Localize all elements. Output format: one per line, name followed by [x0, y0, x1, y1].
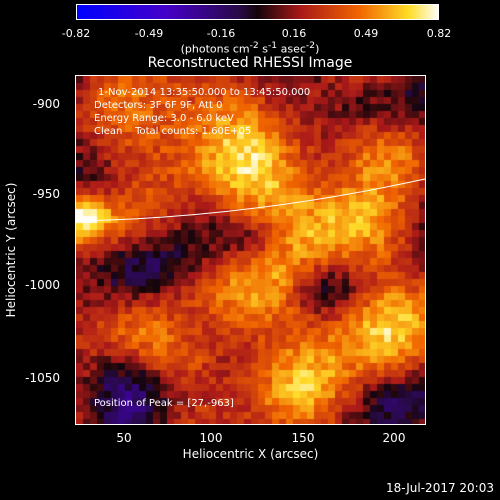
info-detectors: Detectors: 3F 6F 9F, Att 0: [94, 100, 223, 111]
y-tick-label: -1000: [25, 278, 60, 292]
info-time-range: 1-Nov-2014 13:35:50.000 to 13:45:50.000: [98, 87, 311, 98]
colorbar-tick: -0.82: [61, 27, 91, 40]
x-tick-label: 50: [116, 431, 132, 445]
x-axis-label: Heliocentric X (arcsec): [182, 447, 319, 461]
colorbar-tick: -0.16: [206, 27, 236, 40]
x-tick-label: 100: [199, 431, 223, 445]
colorbar-tick: 0.16: [281, 27, 307, 40]
info-energy-range: Energy Range: 3.0 - 6.0 keV: [94, 113, 234, 124]
x-tick-label: 200: [382, 431, 406, 445]
y-axis-label: Heliocentric Y (arcsec): [4, 182, 18, 318]
colorbar: [76, 4, 439, 20]
solar-limb-line: [76, 178, 425, 222]
colorbar-tick: 0.49: [353, 27, 379, 40]
x-tick-label: 150: [291, 431, 315, 445]
colorbar-tick: -0.49: [134, 27, 164, 40]
heatmap-image: [76, 76, 425, 424]
colorbar-tick: 0.82: [426, 27, 452, 40]
info-clean-counts: Clean Total counts: 1.60E+05: [94, 126, 252, 137]
info-peak-position: Position of Peak = [27,-963]: [94, 398, 234, 409]
y-tick-label: -900: [32, 97, 60, 111]
colorbar-units: (photons cm-2 s-1 asec-2): [180, 40, 320, 56]
image-plot: 1-Nov-2014 13:35:50.000 to 13:45:50.000 …: [75, 75, 426, 425]
y-tick-label: -950: [32, 187, 60, 201]
footer-timestamp: 18-Jul-2017 20:03: [385, 481, 494, 495]
y-tick-label: -1050: [25, 371, 60, 385]
image-title: Reconstructed RHESSI Image: [147, 55, 353, 71]
plot-overlay: [76, 178, 425, 222]
